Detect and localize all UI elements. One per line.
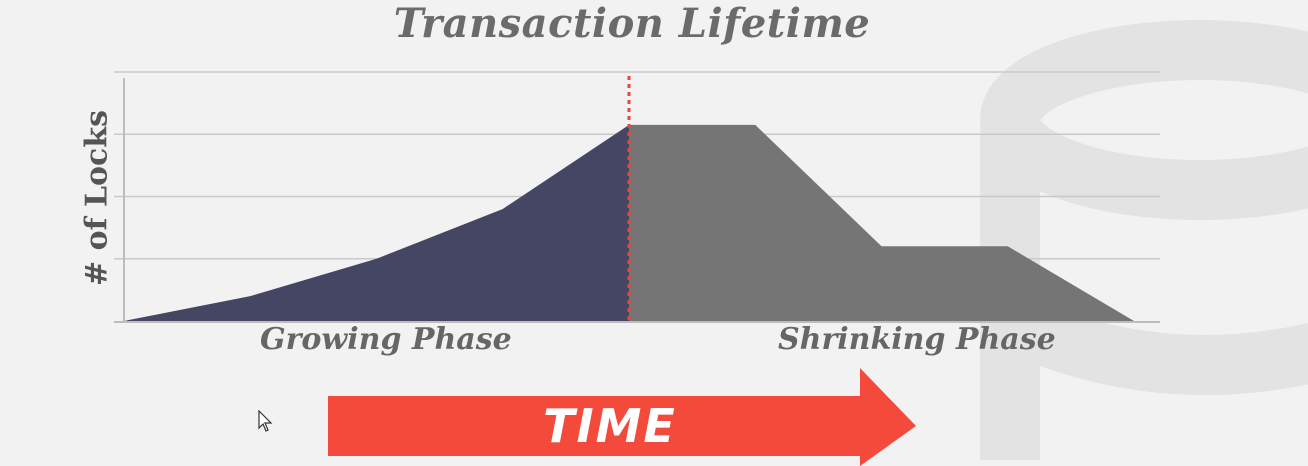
shrinking-phase-area	[629, 124, 1134, 321]
chart-title: Transaction Lifetime	[393, 0, 871, 47]
mouse-cursor-icon	[258, 410, 273, 432]
shrinking-phase-label: Shrinking Phase	[778, 322, 1056, 357]
time-arrow-shape	[328, 368, 916, 466]
growing-phase-area	[124, 124, 629, 321]
growing-phase-label: Growing Phase	[260, 322, 512, 357]
time-arrow-label: TIME	[543, 399, 677, 453]
